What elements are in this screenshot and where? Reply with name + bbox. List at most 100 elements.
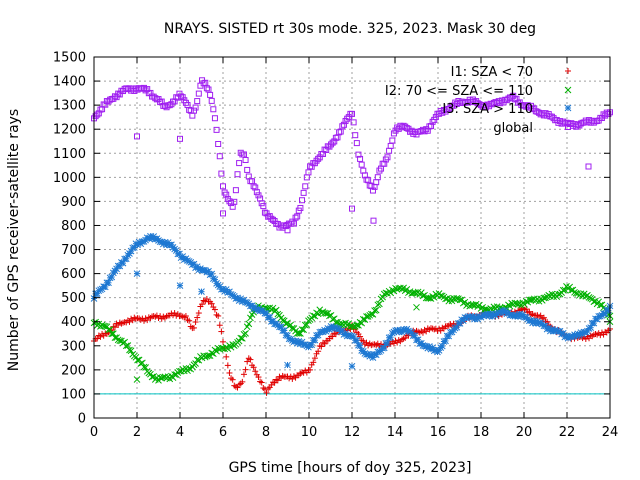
data-point: [203, 85, 210, 92]
data-point: [397, 122, 404, 129]
data-point: [209, 350, 217, 358]
data-point: [242, 329, 249, 337]
y-tick-label: 900: [61, 195, 86, 210]
data-point: [111, 334, 119, 342]
data-point: [329, 139, 336, 146]
data-point: [445, 105, 452, 112]
y-tick-label: 1200: [53, 123, 86, 138]
data-point: [149, 93, 156, 100]
data-point: [305, 169, 312, 176]
data-point: [95, 110, 102, 117]
data-point: [532, 108, 539, 115]
data-point: [142, 364, 149, 371]
data-point: [590, 119, 597, 126]
data-point: [395, 125, 402, 132]
data-point: [358, 161, 365, 168]
data-point: [424, 127, 431, 134]
x-tick-label: 20: [516, 425, 533, 440]
x-tick-label: 12: [344, 425, 361, 440]
data-point: [313, 157, 320, 164]
data-point: [211, 115, 218, 122]
data-point: [384, 154, 391, 161]
outlier-point: [585, 163, 592, 170]
data-point: [378, 165, 385, 172]
data-point: [371, 307, 378, 314]
data-point: [376, 300, 383, 308]
legend-item-i2-70-sza-110: I2: 70 <= SZA <= 110: [385, 84, 572, 99]
data-point: [292, 214, 299, 221]
data-point: [242, 156, 249, 163]
outlier-point: [220, 210, 226, 217]
data-point: [321, 340, 328, 347]
data-point: [205, 86, 212, 93]
data-point: [301, 321, 309, 329]
data-point: [147, 89, 154, 96]
data-point: [357, 155, 364, 162]
data-point: [315, 155, 322, 162]
data-point: [369, 310, 377, 318]
data-point: [124, 342, 132, 349]
data-point: [590, 298, 598, 306]
legend-item-global: global: [493, 121, 571, 136]
series-i3-sza-110: [90, 232, 614, 361]
data-point: [461, 298, 469, 306]
y-tick-label: 800: [61, 219, 86, 234]
data-point: [253, 189, 260, 196]
data-point: [231, 198, 238, 205]
data-point: [260, 203, 267, 210]
data-point: [311, 312, 319, 320]
data-point: [94, 335, 101, 342]
data-point: [232, 187, 239, 194]
data-point: [116, 337, 124, 345]
data-point: [106, 326, 114, 333]
data-point: [228, 200, 235, 207]
data-point: [363, 176, 370, 183]
data-point: [389, 137, 396, 144]
data-point: [229, 203, 236, 210]
data-point: [602, 112, 609, 119]
data-point: [171, 98, 178, 105]
data-point: [199, 301, 206, 308]
data-point: [208, 300, 215, 307]
data-point: [340, 121, 347, 128]
data-point: [234, 171, 241, 178]
legend-item-i3-sza-110: I3: SZA > 110: [442, 102, 572, 117]
data-point: [272, 306, 280, 314]
data-point: [247, 356, 254, 363]
x-tick-label: 8: [262, 425, 270, 440]
outlier-point: [198, 288, 205, 296]
data-point: [250, 183, 257, 190]
y-tick-label: 600: [61, 267, 86, 282]
data-point: [126, 346, 133, 354]
data-point: [192, 319, 199, 326]
data-point: [194, 314, 201, 321]
data-point: [447, 104, 454, 111]
data-point: [218, 170, 225, 177]
data-point: [126, 318, 133, 325]
data-point: [179, 94, 186, 101]
data-point: [299, 197, 306, 204]
data-point: [331, 138, 338, 145]
data-point: [355, 322, 362, 329]
data-point: [290, 220, 297, 227]
data-point: [555, 290, 562, 298]
data-point: [600, 111, 607, 118]
data-point: [223, 191, 230, 198]
data-point: [107, 96, 114, 103]
data-point: [207, 91, 214, 98]
data-point: [240, 151, 247, 158]
data-point: [216, 153, 223, 160]
y-axis-label: Number of GPS receiver-satellite rays: [6, 109, 22, 371]
x-tick-label: 2: [133, 425, 141, 440]
data-point: [339, 123, 346, 130]
data-point: [171, 371, 178, 378]
data-point: [236, 160, 243, 167]
data-point: [603, 109, 610, 116]
data-point: [216, 322, 223, 329]
data-point: [423, 328, 430, 335]
outlier-point: [134, 133, 140, 140]
data-point: [220, 183, 226, 190]
data-point: [210, 106, 217, 113]
data-point: [526, 308, 533, 315]
data-point: [192, 104, 199, 111]
